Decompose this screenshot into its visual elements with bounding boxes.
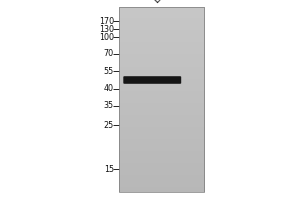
Text: 55: 55 xyxy=(104,66,114,75)
Text: 170: 170 xyxy=(99,17,114,25)
Text: 70: 70 xyxy=(104,49,114,58)
Text: 35: 35 xyxy=(104,102,114,110)
Text: 25: 25 xyxy=(104,120,114,130)
Text: 15: 15 xyxy=(104,164,114,173)
Bar xyxy=(118,7,204,192)
Text: 40: 40 xyxy=(104,84,114,93)
FancyBboxPatch shape xyxy=(123,76,181,84)
Text: 100: 100 xyxy=(99,32,114,42)
Text: 130: 130 xyxy=(99,24,114,33)
Text: Mouse
Lung: Mouse Lung xyxy=(145,0,179,5)
